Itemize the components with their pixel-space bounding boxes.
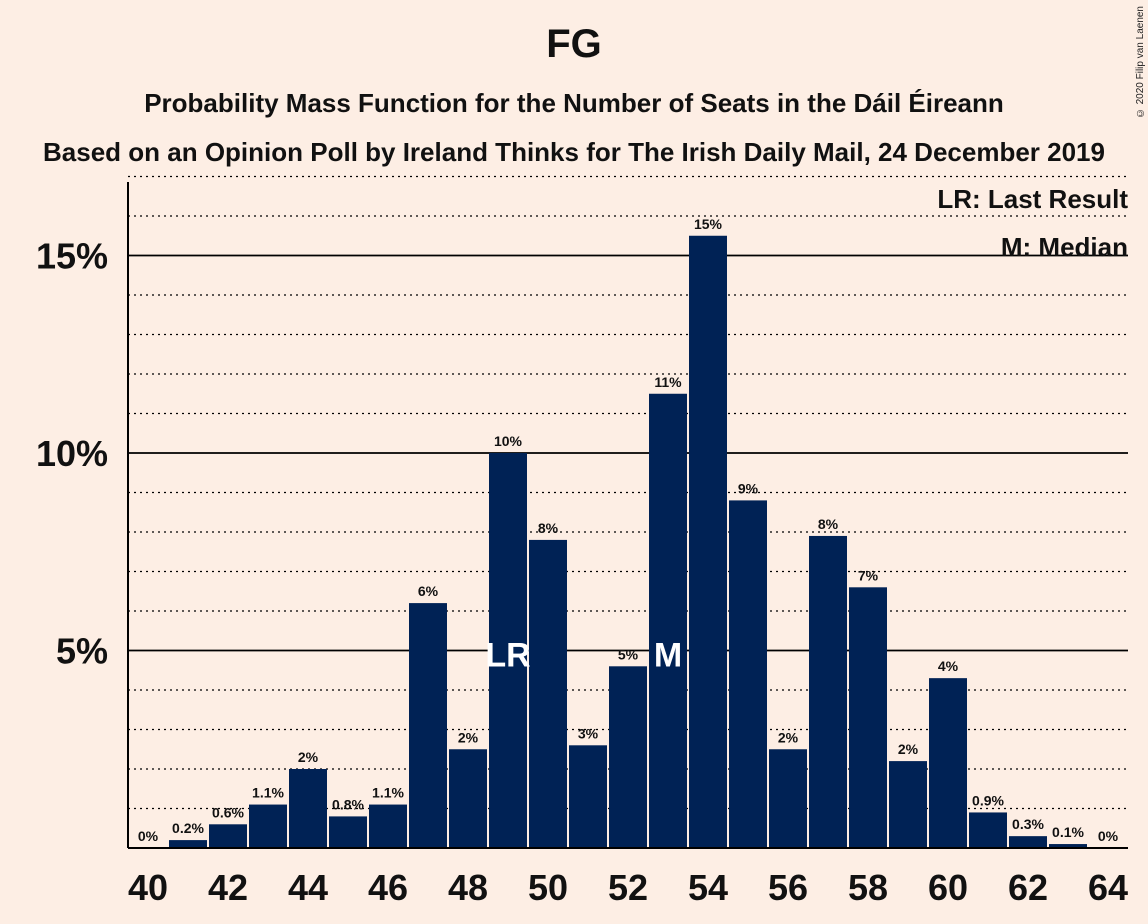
bar-data-label: 6% (418, 583, 439, 599)
x-tick-label: 46 (368, 867, 408, 908)
y-tick-label: 10% (36, 433, 108, 474)
x-tick-label: 64 (1088, 867, 1128, 908)
bar (929, 678, 967, 848)
bar (249, 804, 287, 848)
x-tick-label: 44 (288, 867, 328, 908)
legend-last-result: LR: Last Result (937, 184, 1128, 214)
bar-data-label: 9% (738, 480, 759, 496)
bar-data-label: 0.8% (332, 796, 364, 812)
bar-data-label: 7% (858, 567, 879, 583)
bar-data-label: 0.6% (212, 804, 244, 820)
x-tick-label: 60 (928, 867, 968, 908)
bar-data-label: 1.1% (252, 785, 284, 801)
bar (769, 749, 807, 848)
bar-marker-label: LR (485, 637, 530, 675)
chart-subtitle: Probability Mass Function for the Number… (144, 88, 1004, 118)
bar (369, 804, 407, 848)
bar-data-label: 4% (938, 658, 959, 674)
bar (529, 539, 567, 848)
bar (729, 500, 767, 848)
bar (969, 812, 1007, 848)
bar-data-label: 0% (1098, 828, 1119, 844)
bar-data-label: 2% (458, 729, 479, 745)
bar-data-label: 0.1% (1052, 824, 1084, 840)
x-tick-label: 62 (1008, 867, 1048, 908)
legend-median: M: Median (1000, 232, 1128, 262)
x-tick-label: 40 (128, 867, 168, 908)
bar-data-label: 0.3% (1012, 816, 1044, 832)
chart-title: FG (546, 22, 602, 66)
bar (689, 235, 727, 848)
bar-data-label: 8% (818, 516, 839, 532)
x-tick-label: 54 (688, 867, 728, 908)
x-tick-label: 48 (448, 867, 488, 908)
bar-data-label: 0.2% (172, 820, 204, 836)
bar-marker-label: M (654, 637, 682, 675)
y-tick-label: 15% (36, 236, 108, 277)
bar (169, 840, 207, 848)
x-tick-label: 58 (848, 867, 888, 908)
bar-data-label: 2% (898, 741, 919, 757)
bar (409, 603, 447, 848)
y-tick-label: 5% (56, 631, 108, 672)
bar (449, 749, 487, 848)
bar (489, 453, 527, 848)
bar-data-label: 15% (694, 216, 723, 232)
x-tick-label: 42 (208, 867, 248, 908)
chart-subtitle-poll: Based on an Opinion Poll by Ireland Thin… (43, 137, 1105, 167)
bar-data-label: 0% (138, 828, 159, 844)
bar-data-label: 2% (298, 749, 319, 765)
bar (329, 816, 367, 848)
bar (889, 761, 927, 848)
x-tick-label: 52 (608, 867, 648, 908)
bar-data-label: 8% (538, 520, 559, 536)
bar-data-label: 11% (654, 374, 682, 390)
x-tick-label: 56 (768, 867, 808, 908)
bar (1009, 836, 1047, 848)
bar (1049, 844, 1087, 848)
bar (609, 666, 647, 848)
bar (809, 535, 847, 848)
bar-data-label: 5% (618, 646, 639, 662)
bar (649, 393, 687, 848)
bar-data-label: 10% (494, 433, 523, 449)
bar (569, 745, 607, 848)
x-tick-label: 50 (528, 867, 568, 908)
bar-data-label: 0.9% (972, 792, 1004, 808)
bar (209, 824, 247, 848)
bar-data-label: 2% (778, 729, 799, 745)
bar-data-label: 1.1% (372, 785, 404, 801)
bar (289, 769, 327, 848)
bar (849, 587, 887, 848)
bar-data-label: 3% (578, 725, 599, 741)
